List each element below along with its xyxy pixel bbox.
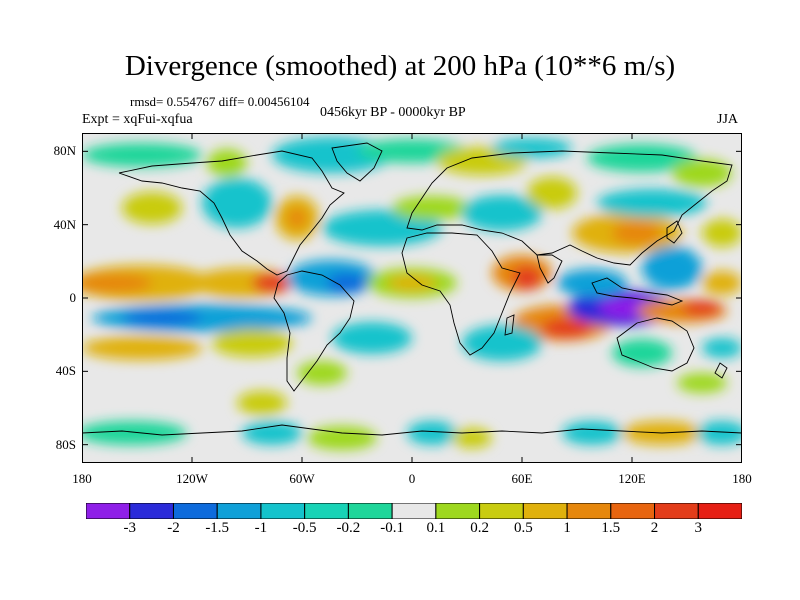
x-tick-label: 60W [289,471,315,486]
stats-line: rmsd= 0.554767 diff= 0.00456104 [130,94,310,109]
x-tick-label: 120W [176,471,208,486]
coastlines [82,142,742,436]
colorbar-label: -1.5 [205,520,230,536]
period-label: 0456kyr BP - 0000kyr BP [320,105,466,120]
coastline-eurasia [406,150,733,266]
colorbar-box [347,503,393,519]
y-tick-label: 80S [55,436,76,452]
coastline-africa [401,232,521,356]
coastline-se-asia [591,277,684,306]
colorbar-box [522,503,568,519]
colorbar-box [479,503,524,519]
colorbar-label: -3 [123,520,136,536]
colorbar-label: 0.2 [470,520,489,536]
x-tick-label: 60E [511,471,533,486]
colorbar-label: 1 [563,520,571,536]
coastline-north-america [118,150,345,276]
colorbar-box [435,503,481,519]
y-tick-label: 0 [69,290,77,305]
colorbar-box [697,503,742,519]
coastline-south-america [273,270,355,392]
y-tick-label: 80N [53,143,76,159]
colorbar-label: 0.5 [513,520,533,536]
colorbar-label: -0.2 [336,520,361,536]
colorbar-box [654,503,699,519]
colorbar-box [172,503,218,519]
x-tick-label: 120E [618,471,646,486]
colorbar-box [216,503,262,519]
coastline-new-zealand [714,362,728,379]
coastline-madagascar [504,314,515,336]
colorbar-box [129,503,174,519]
colorbar-label: -0.1 [380,520,404,536]
colorbar-box [391,503,437,519]
colorbar-label: -1 [254,520,268,536]
coastline-japan [666,220,683,244]
colorbar [86,503,742,519]
colorbar-box [304,503,349,519]
colorbar-label: 1.5 [601,520,621,536]
y-tick-label: 40N [53,216,76,232]
x-tick-label: 180 [72,471,92,486]
colorbar-label: -0.5 [292,520,317,536]
colorbar-box [610,503,656,519]
experiment-label: Expt = xqFui-xqfua [82,112,193,127]
tick-marks [82,133,742,463]
coastline-greenland [331,142,383,182]
season-label: JJA [717,112,739,127]
x-tick-label: 180 [732,471,752,486]
divergence-map [82,133,742,463]
colorbar-label: 2 [650,520,659,536]
colorbar-box [86,503,131,519]
colorbar-box [260,503,306,519]
y-tick-label: 40S [55,363,76,379]
coastline-australia [616,317,695,372]
coastline-india [536,254,563,284]
colorbar-label: 3 [694,520,703,536]
plot-title: Divergence (smoothed) at 200 hPa (10**6 … [124,50,676,82]
colorbar-label: -2 [167,520,180,536]
colorbar-box [566,503,612,519]
colorbar-label: 0.1 [426,520,446,536]
x-tick-label: 0 [408,471,416,486]
coastline-antarctica [82,424,742,436]
